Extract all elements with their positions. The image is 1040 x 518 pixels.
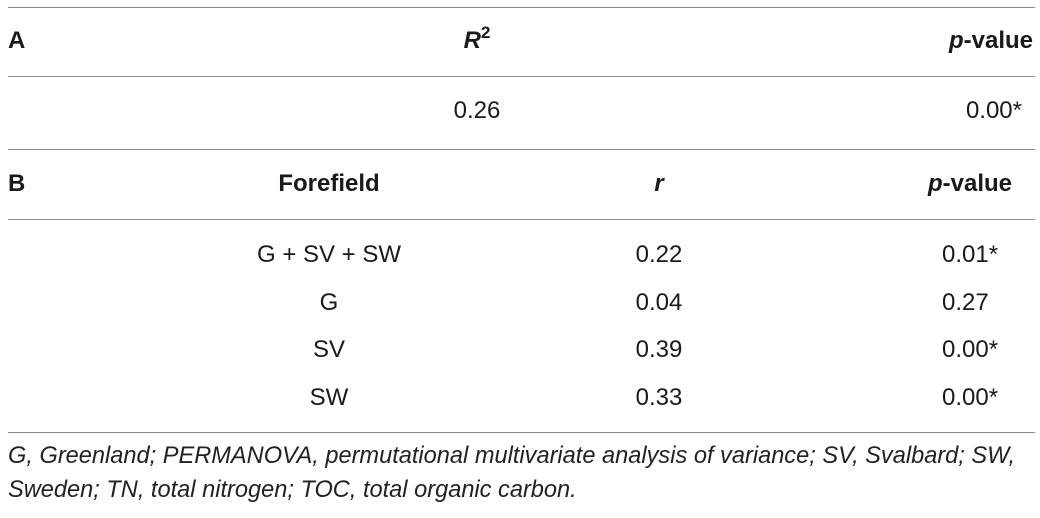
- p-symbol: p: [927, 170, 943, 197]
- forefield-cell: G + SV + SW: [256, 241, 402, 268]
- panel-a-bottom-rule: [8, 149, 1035, 150]
- r-cell: 0.39: [635, 336, 683, 363]
- pvalue-cell: 0.00*: [942, 336, 999, 363]
- panel-a-label: A: [8, 27, 26, 54]
- panel-b-header-rule: [8, 219, 1035, 220]
- r-cell: 0.04: [635, 289, 683, 316]
- pvalue-cell: 0.01*: [942, 241, 999, 268]
- r2-superscript: 2: [480, 23, 491, 42]
- table-bottom-rule: [8, 432, 1035, 433]
- panel-a-r2-header: R2: [463, 24, 491, 55]
- panel-a-r2-value: 0.26: [453, 97, 501, 124]
- forefield-cell: G: [319, 289, 339, 316]
- forefield-cell: SV: [312, 336, 346, 363]
- r-cell: 0.22: [635, 241, 683, 268]
- panel-b-r-header: r: [654, 170, 664, 197]
- r2-symbol: R: [463, 27, 481, 54]
- panel-b-forefield-header: Forefield: [278, 170, 380, 197]
- pvalue-suffix: -value: [963, 27, 1033, 54]
- panel-a-header-rule: [8, 76, 1035, 77]
- pvalue-cell: 0.27: [942, 289, 989, 316]
- pvalue-cell: 0.00*: [942, 384, 999, 411]
- r-cell: 0.33: [635, 384, 683, 411]
- panel-b-pvalue-header: p-value: [928, 170, 1012, 198]
- panel-a-pvalue-value: 0.00*: [965, 97, 1022, 124]
- p-symbol: p: [948, 27, 964, 54]
- forefield-cell: SW: [309, 384, 349, 411]
- pvalue-suffix: -value: [942, 170, 1012, 197]
- panel-a-pvalue-header: p-value: [949, 27, 1033, 55]
- table-top-rule: [8, 7, 1035, 8]
- table-footnote: G, Greenland; PERMANOVA, permutational m…: [8, 443, 1016, 503]
- panel-b-label: B: [8, 170, 26, 197]
